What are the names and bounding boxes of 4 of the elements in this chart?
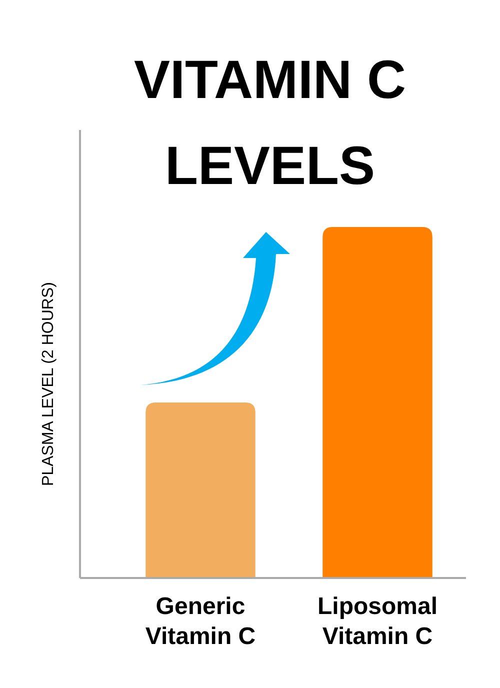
y-axis-title: PLASMA LEVEL (2 HOURS) (40, 282, 57, 486)
x-tick-label: Generic Vitamin C (145, 593, 256, 650)
chart-title: VITAMIN C LEVELS (134, 50, 406, 196)
x-tick-label: Liposomal Vitamin C (317, 593, 438, 650)
